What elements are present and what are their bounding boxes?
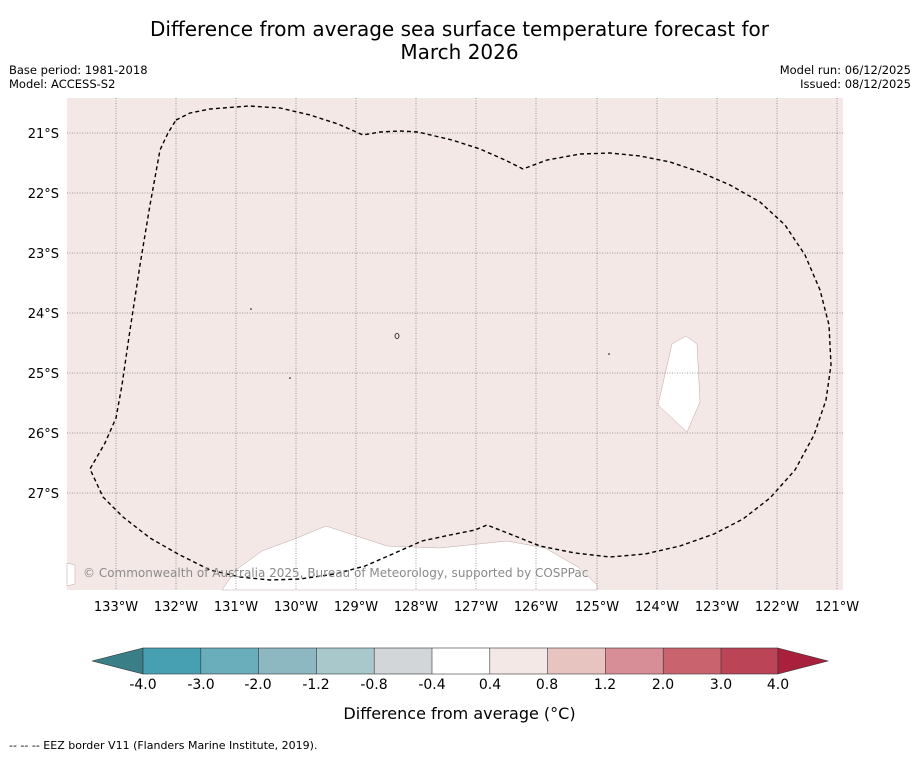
- colorbar-segment: [143, 648, 201, 674]
- colorbar: [91, 647, 830, 675]
- lat-label-26s: 26°S: [28, 427, 59, 442]
- colorbar-label: 1.2: [593, 677, 617, 693]
- colorbar-frame: [142, 647, 779, 675]
- model-run: Model run: 06/12/2025: [779, 63, 911, 77]
- lat-label-24s: 24°S: [28, 307, 59, 322]
- land-area-west: [66, 562, 76, 587]
- lon-label-126w: 126°W: [514, 600, 558, 615]
- island: [657, 335, 701, 433]
- base-period: Base period: 1981-2018: [9, 63, 148, 77]
- lon-label-123w: 123°W: [695, 600, 739, 615]
- islet-dot: [250, 308, 252, 310]
- colorbar-label: 4.0: [766, 677, 790, 693]
- colorbar-label: 3.0: [709, 677, 733, 693]
- colorbar-title: Difference from average (°C): [343, 704, 576, 723]
- lon-label-127w: 127°W: [454, 600, 498, 615]
- meta-right: Model run: 06/12/2025 Issued: 08/12/2025: [780, 63, 911, 91]
- map-background: [67, 98, 843, 590]
- colorbar-label: -0.4: [418, 677, 446, 693]
- colorbar-segment: [258, 648, 317, 674]
- colorbar-segment: [374, 648, 433, 674]
- colorbar-segment: [316, 648, 375, 674]
- gridlines: [67, 98, 843, 590]
- lon-label-125w: 125°W: [575, 600, 619, 615]
- map-title: Difference from average sea surface temp…: [0, 18, 919, 64]
- meta-left: Base period: 1981-2018 Model: ACCESS-S2: [9, 63, 148, 91]
- colorbar-label: -0.8: [360, 677, 388, 693]
- map-figure: © Commonwealth of Australia 2025, Bureau…: [28, 98, 859, 675]
- colorbar-label: -2.0: [244, 677, 272, 693]
- islet: [394, 333, 400, 339]
- footnote: -- -- -- EEZ border V11 (Flanders Marine…: [9, 739, 318, 752]
- islet-dot: [289, 377, 291, 379]
- lon-label-129w: 129°W: [334, 600, 378, 615]
- islet-dot: [608, 353, 610, 355]
- colorbar-under-triangle: [91, 647, 144, 675]
- title-line-2: March 2026: [400, 40, 519, 64]
- model-name: Model: ACCESS-S2: [9, 77, 116, 91]
- colorbar-segment: [547, 648, 606, 674]
- colorbar-labels: -4.0 -3.0 -2.0 -1.2 -0.8 -0.4 0.4 0.8 1.…: [0, 677, 919, 695]
- lon-label-130w: 130°W: [274, 600, 318, 615]
- land-area-south: [221, 525, 598, 591]
- copyright-text: © Commonwealth of Australia 2025, Bureau…: [83, 566, 588, 580]
- colorbar-segment: [432, 648, 490, 674]
- lon-label-131w: 131°W: [214, 600, 258, 615]
- lon-label-133w: 133°W: [94, 600, 138, 615]
- issued-date: Issued: 08/12/2025: [800, 77, 911, 91]
- lat-label-25s: 25°S: [28, 367, 59, 382]
- colorbar-segment: [200, 648, 259, 674]
- colorbar-label: -4.0: [129, 677, 157, 693]
- lat-label-22s: 22°S: [28, 187, 59, 202]
- colorbar-label: 2.0: [651, 677, 675, 693]
- colorbar-segment: [721, 648, 778, 674]
- colorbar-over-triangle: [777, 647, 830, 675]
- title-line-1: Difference from average sea surface temp…: [149, 17, 769, 41]
- lon-label-128w: 128°W: [394, 600, 438, 615]
- colorbar-label: -3.0: [187, 677, 215, 693]
- colorbar-label: -1.2: [302, 677, 330, 693]
- colorbar-label: 0.4: [478, 677, 502, 693]
- colorbar-segment: [489, 648, 548, 674]
- colorbar-label: 0.8: [535, 677, 559, 693]
- colorbar-segment: [663, 648, 722, 674]
- colorbar-segment: [605, 648, 664, 674]
- lat-label-21s: 21°S: [28, 127, 59, 142]
- lon-label-132w: 132°W: [154, 600, 198, 615]
- lon-label-124w: 124°W: [635, 600, 679, 615]
- lon-label-122w: 122°W: [755, 600, 799, 615]
- lon-label-121w: 121°W: [815, 600, 859, 615]
- lat-label-27s: 27°S: [28, 487, 59, 502]
- lat-label-23s: 23°S: [28, 247, 59, 262]
